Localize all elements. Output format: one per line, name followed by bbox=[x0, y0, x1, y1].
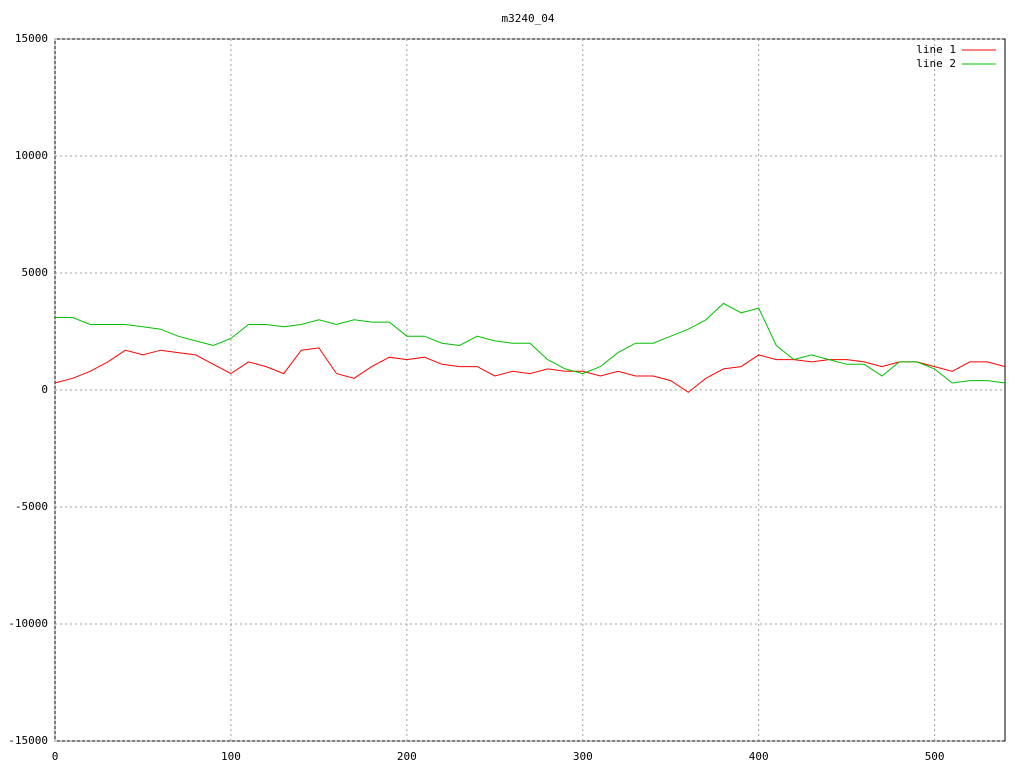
y-tick-label: -15000 bbox=[8, 734, 48, 747]
series-line bbox=[55, 302, 1006, 384]
y-tick-label: 0 bbox=[41, 383, 48, 396]
series-line bbox=[54, 347, 1006, 393]
chart-title: m3240_04 bbox=[502, 12, 555, 25]
x-tick-label: 500 bbox=[925, 750, 945, 763]
y-tick-label: -10000 bbox=[8, 617, 48, 630]
y-tick-label: 15000 bbox=[15, 32, 48, 45]
y-tick-label: -5000 bbox=[15, 500, 48, 513]
y-tick-label: 5000 bbox=[22, 266, 49, 279]
legend-label: line 2 bbox=[916, 57, 956, 70]
x-tick-label: 200 bbox=[397, 750, 417, 763]
legend-label: line 1 bbox=[916, 43, 956, 56]
x-tick-label: 400 bbox=[749, 750, 769, 763]
x-tick-label: 300 bbox=[573, 750, 593, 763]
y-tick-label: 10000 bbox=[15, 149, 48, 162]
x-tick-label: 100 bbox=[221, 750, 241, 763]
x-tick-label: 0 bbox=[52, 750, 59, 763]
